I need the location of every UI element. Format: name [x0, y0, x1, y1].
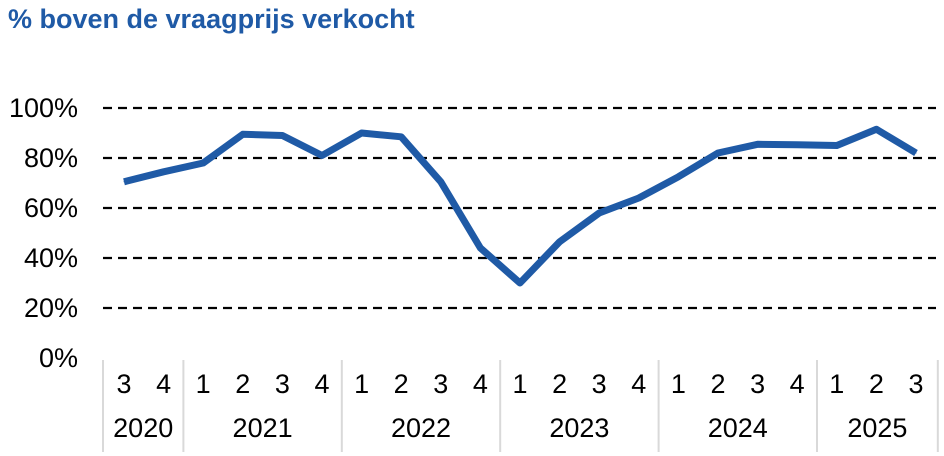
x-year-label: 2020: [113, 413, 173, 443]
x-quarter-label: 3: [908, 369, 923, 399]
x-quarter-label: 4: [314, 369, 329, 399]
y-axis-tick-labels: 0% 20% 40% 60% 80% 100%: [9, 93, 78, 373]
x-quarter-label: 1: [512, 369, 527, 399]
data-point: [836, 145, 838, 146]
data-point: [400, 136, 402, 138]
data-point: [598, 212, 600, 214]
x-quarter-label: 3: [116, 369, 131, 399]
data-point: [796, 144, 798, 146]
x-quarter-label: 3: [275, 369, 290, 399]
x-quarter-label: 1: [829, 369, 844, 399]
data-point: [361, 132, 363, 134]
x-year-label: 2022: [391, 413, 451, 443]
data-point: [757, 143, 759, 145]
gridlines: [103, 106, 936, 310]
x-quarter-label: 4: [156, 369, 171, 399]
x-quarter-label: 4: [790, 369, 805, 399]
x-quarter-label: 1: [671, 369, 686, 399]
data-point: [202, 162, 204, 164]
data-point: [281, 135, 283, 136]
data-point: [440, 181, 442, 183]
data-point: [479, 247, 481, 249]
data-point: [242, 133, 244, 135]
x-year-label: 2021: [233, 413, 293, 443]
data-point: [519, 282, 521, 284]
y-tick-label: 60%: [24, 193, 78, 223]
data-point: [638, 197, 640, 199]
data-point: [875, 128, 877, 130]
y-tick-label: 80%: [24, 143, 78, 173]
data-point: [163, 171, 165, 173]
x-quarter-label: 3: [750, 369, 765, 399]
x-quarter-label: 4: [631, 369, 646, 399]
data-point: [717, 152, 719, 154]
y-tick-label: 40%: [24, 243, 78, 273]
series-layer: [123, 125, 918, 287]
x-quarter-label: 2: [869, 369, 884, 399]
x-quarter-label: 2: [552, 369, 567, 399]
y-tick-label: 20%: [24, 293, 78, 323]
chart-title: % boven de vraagprijs verkocht: [8, 4, 415, 34]
data-point: [677, 176, 679, 178]
x-quarter-label: 2: [710, 369, 725, 399]
x-year-label: 2023: [549, 413, 609, 443]
data-point: [915, 152, 917, 154]
y-tick-label: 100%: [9, 93, 78, 123]
x-quarter-label: 3: [433, 369, 448, 399]
x-quarter-label: 2: [394, 369, 409, 399]
x-quarter-label: 1: [354, 369, 369, 399]
data-point: [123, 181, 125, 183]
x-quarter-label: 2: [235, 369, 250, 399]
x-quarter-label: 4: [473, 369, 488, 399]
series-line: [123, 125, 918, 287]
data-point: [559, 241, 561, 243]
x-quarter-label: 3: [592, 369, 607, 399]
x-quarter-label: 1: [196, 369, 211, 399]
data-point: [321, 155, 323, 156]
x-year-label: 2024: [708, 413, 768, 443]
y-tick-label: 0%: [39, 343, 78, 373]
x-year-label: 2025: [847, 413, 907, 443]
